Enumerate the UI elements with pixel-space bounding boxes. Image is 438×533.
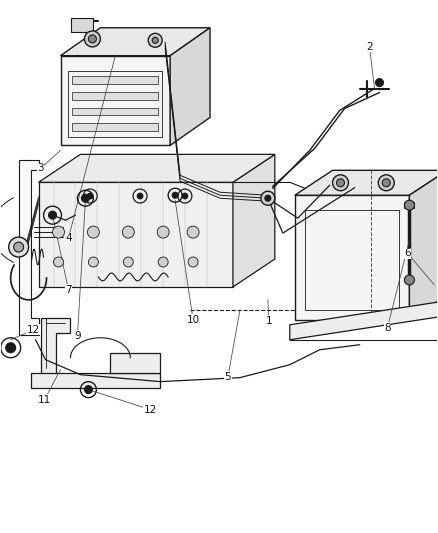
- Text: 9: 9: [74, 331, 81, 341]
- Circle shape: [375, 78, 384, 86]
- Circle shape: [85, 385, 92, 393]
- Circle shape: [148, 34, 162, 47]
- Polygon shape: [19, 160, 39, 335]
- Text: 12: 12: [27, 325, 40, 335]
- Circle shape: [88, 35, 96, 43]
- Circle shape: [137, 193, 143, 199]
- Polygon shape: [60, 55, 170, 146]
- Text: 3: 3: [37, 163, 44, 173]
- Polygon shape: [290, 300, 438, 340]
- Polygon shape: [39, 155, 275, 182]
- Circle shape: [81, 194, 89, 202]
- Circle shape: [187, 226, 199, 238]
- Polygon shape: [295, 171, 438, 195]
- Text: 4: 4: [65, 233, 72, 243]
- Circle shape: [157, 226, 169, 238]
- Text: 10: 10: [187, 315, 200, 325]
- Circle shape: [14, 242, 24, 252]
- Circle shape: [124, 257, 133, 267]
- Circle shape: [404, 275, 414, 285]
- Bar: [404, 202, 414, 208]
- Circle shape: [404, 200, 414, 210]
- Polygon shape: [110, 353, 160, 373]
- Text: 1: 1: [265, 316, 272, 326]
- Polygon shape: [39, 182, 233, 287]
- Text: 5: 5: [225, 372, 231, 382]
- Text: 12: 12: [144, 405, 157, 415]
- Text: 7: 7: [65, 285, 72, 295]
- Text: 2: 2: [366, 42, 373, 52]
- Circle shape: [332, 175, 349, 191]
- Circle shape: [261, 191, 275, 205]
- Circle shape: [188, 257, 198, 267]
- Polygon shape: [31, 373, 160, 387]
- Polygon shape: [60, 28, 210, 55]
- Circle shape: [182, 193, 188, 199]
- Circle shape: [87, 193, 93, 199]
- Circle shape: [6, 343, 16, 353]
- Circle shape: [88, 226, 99, 238]
- Polygon shape: [410, 171, 438, 320]
- Circle shape: [382, 179, 390, 187]
- Circle shape: [49, 211, 57, 219]
- Polygon shape: [71, 18, 93, 32]
- Circle shape: [265, 195, 271, 201]
- Polygon shape: [295, 195, 410, 320]
- Circle shape: [9, 237, 28, 257]
- Text: 11: 11: [38, 394, 51, 405]
- Circle shape: [158, 257, 168, 267]
- Polygon shape: [233, 155, 275, 287]
- Bar: [72, 124, 158, 132]
- Bar: [72, 108, 158, 116]
- Text: 6: 6: [404, 248, 411, 258]
- Text: 8: 8: [384, 323, 391, 333]
- Circle shape: [336, 179, 345, 187]
- Bar: [72, 92, 158, 100]
- Circle shape: [53, 257, 64, 267]
- Polygon shape: [170, 28, 210, 146]
- Circle shape: [85, 31, 100, 47]
- Circle shape: [152, 37, 158, 43]
- Circle shape: [122, 226, 134, 238]
- Circle shape: [172, 192, 178, 198]
- Polygon shape: [41, 318, 71, 378]
- Bar: [72, 76, 158, 84]
- Circle shape: [378, 175, 394, 191]
- Circle shape: [88, 257, 99, 267]
- Circle shape: [53, 226, 64, 238]
